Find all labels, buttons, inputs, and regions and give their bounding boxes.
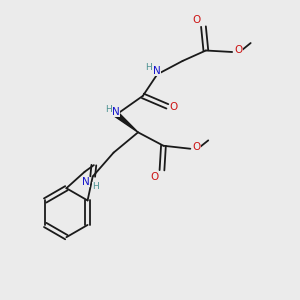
Text: H: H [146,63,152,72]
Text: O: O [235,45,243,55]
Text: O: O [170,102,178,112]
Text: N: N [112,107,120,117]
Text: O: O [192,15,200,25]
Text: H: H [105,104,112,113]
Polygon shape [115,112,138,132]
Text: O: O [193,142,201,152]
Text: O: O [150,172,159,182]
Text: H: H [92,182,98,191]
Text: N: N [82,177,90,187]
Text: N: N [153,66,161,76]
